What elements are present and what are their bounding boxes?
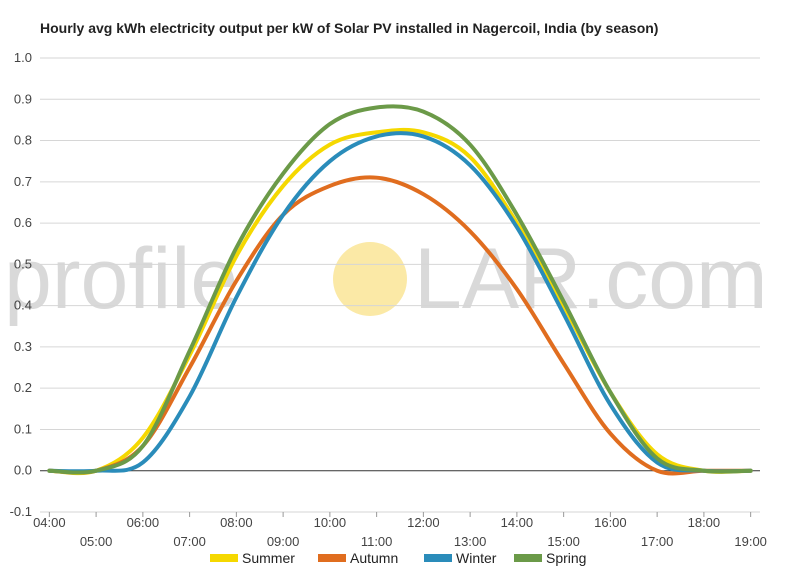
x-tick-label: 10:00 — [314, 515, 347, 530]
chart-title: Hourly avg kWh electricity output per kW… — [40, 20, 659, 36]
x-tick-label: 16:00 — [594, 515, 627, 530]
legend-label-spring: Spring — [546, 550, 586, 566]
y-tick-label: 0.5 — [14, 256, 32, 271]
x-tick-label: 12:00 — [407, 515, 440, 530]
watermark-sun-icon — [333, 242, 407, 316]
legend-label-autumn: Autumn — [350, 550, 398, 566]
y-tick-label: 1.0 — [14, 50, 32, 65]
y-tick-label: 0.3 — [14, 339, 32, 354]
x-tick-label: 05:00 — [80, 534, 113, 549]
watermark-text-left: profile — [4, 231, 238, 327]
x-tick-label: 08:00 — [220, 515, 253, 530]
legend: Summer Autumn Winter Spring — [210, 550, 586, 566]
series-line-autumn — [47, 175, 753, 476]
y-tick-label: 0.7 — [14, 174, 32, 189]
legend-label-summer: Summer — [242, 550, 295, 566]
x-tick-label: 04:00 — [33, 515, 66, 530]
legend-swatch-winter — [424, 554, 452, 562]
watermark-text-right: LAR.com — [414, 231, 768, 327]
y-tick-label: 0.1 — [14, 421, 32, 436]
x-tick-label: 15:00 — [547, 534, 580, 549]
legend-swatch-spring — [514, 554, 542, 562]
x-tick-label: 09:00 — [267, 534, 300, 549]
x-tick-label: 14:00 — [501, 515, 534, 530]
y-tick-label: 0.9 — [14, 91, 32, 106]
y-tick-label: 0.2 — [14, 380, 32, 395]
legend-swatch-autumn — [318, 554, 346, 562]
y-axis: 1.0 0.9 0.8 0.7 0.6 0.5 0.4 0.3 0.2 0.1 0.0 -0.1 — [10, 50, 32, 519]
y-tick-label: 0.4 — [14, 298, 32, 313]
x-tick-label: 18:00 — [688, 515, 721, 530]
x-tick-label: 17:00 — [641, 534, 674, 549]
watermark: profile LAR.com — [4, 231, 768, 327]
y-tick-label: 0.0 — [14, 463, 32, 478]
series-line-spring — [47, 104, 753, 475]
series-lines — [47, 104, 753, 476]
y-tick-label: -0.1 — [10, 504, 32, 519]
legend-label-winter: Winter — [456, 550, 497, 566]
y-tick-label: 0.8 — [14, 133, 32, 148]
series-line-winter — [47, 131, 753, 474]
x-tick-label: 07:00 — [173, 534, 206, 549]
x-tick-label: 13:00 — [454, 534, 487, 549]
legend-swatch-summer — [210, 554, 238, 562]
x-tick-label: 19:00 — [734, 534, 767, 549]
y-tick-label: 0.6 — [14, 215, 32, 230]
x-tick-label: 06:00 — [127, 515, 160, 530]
x-axis: 04:00 05:00 06:00 07:00 08:00 09:00 10:00 11:00… — [33, 512, 767, 549]
x-tick-label: 11:00 — [361, 534, 393, 549]
